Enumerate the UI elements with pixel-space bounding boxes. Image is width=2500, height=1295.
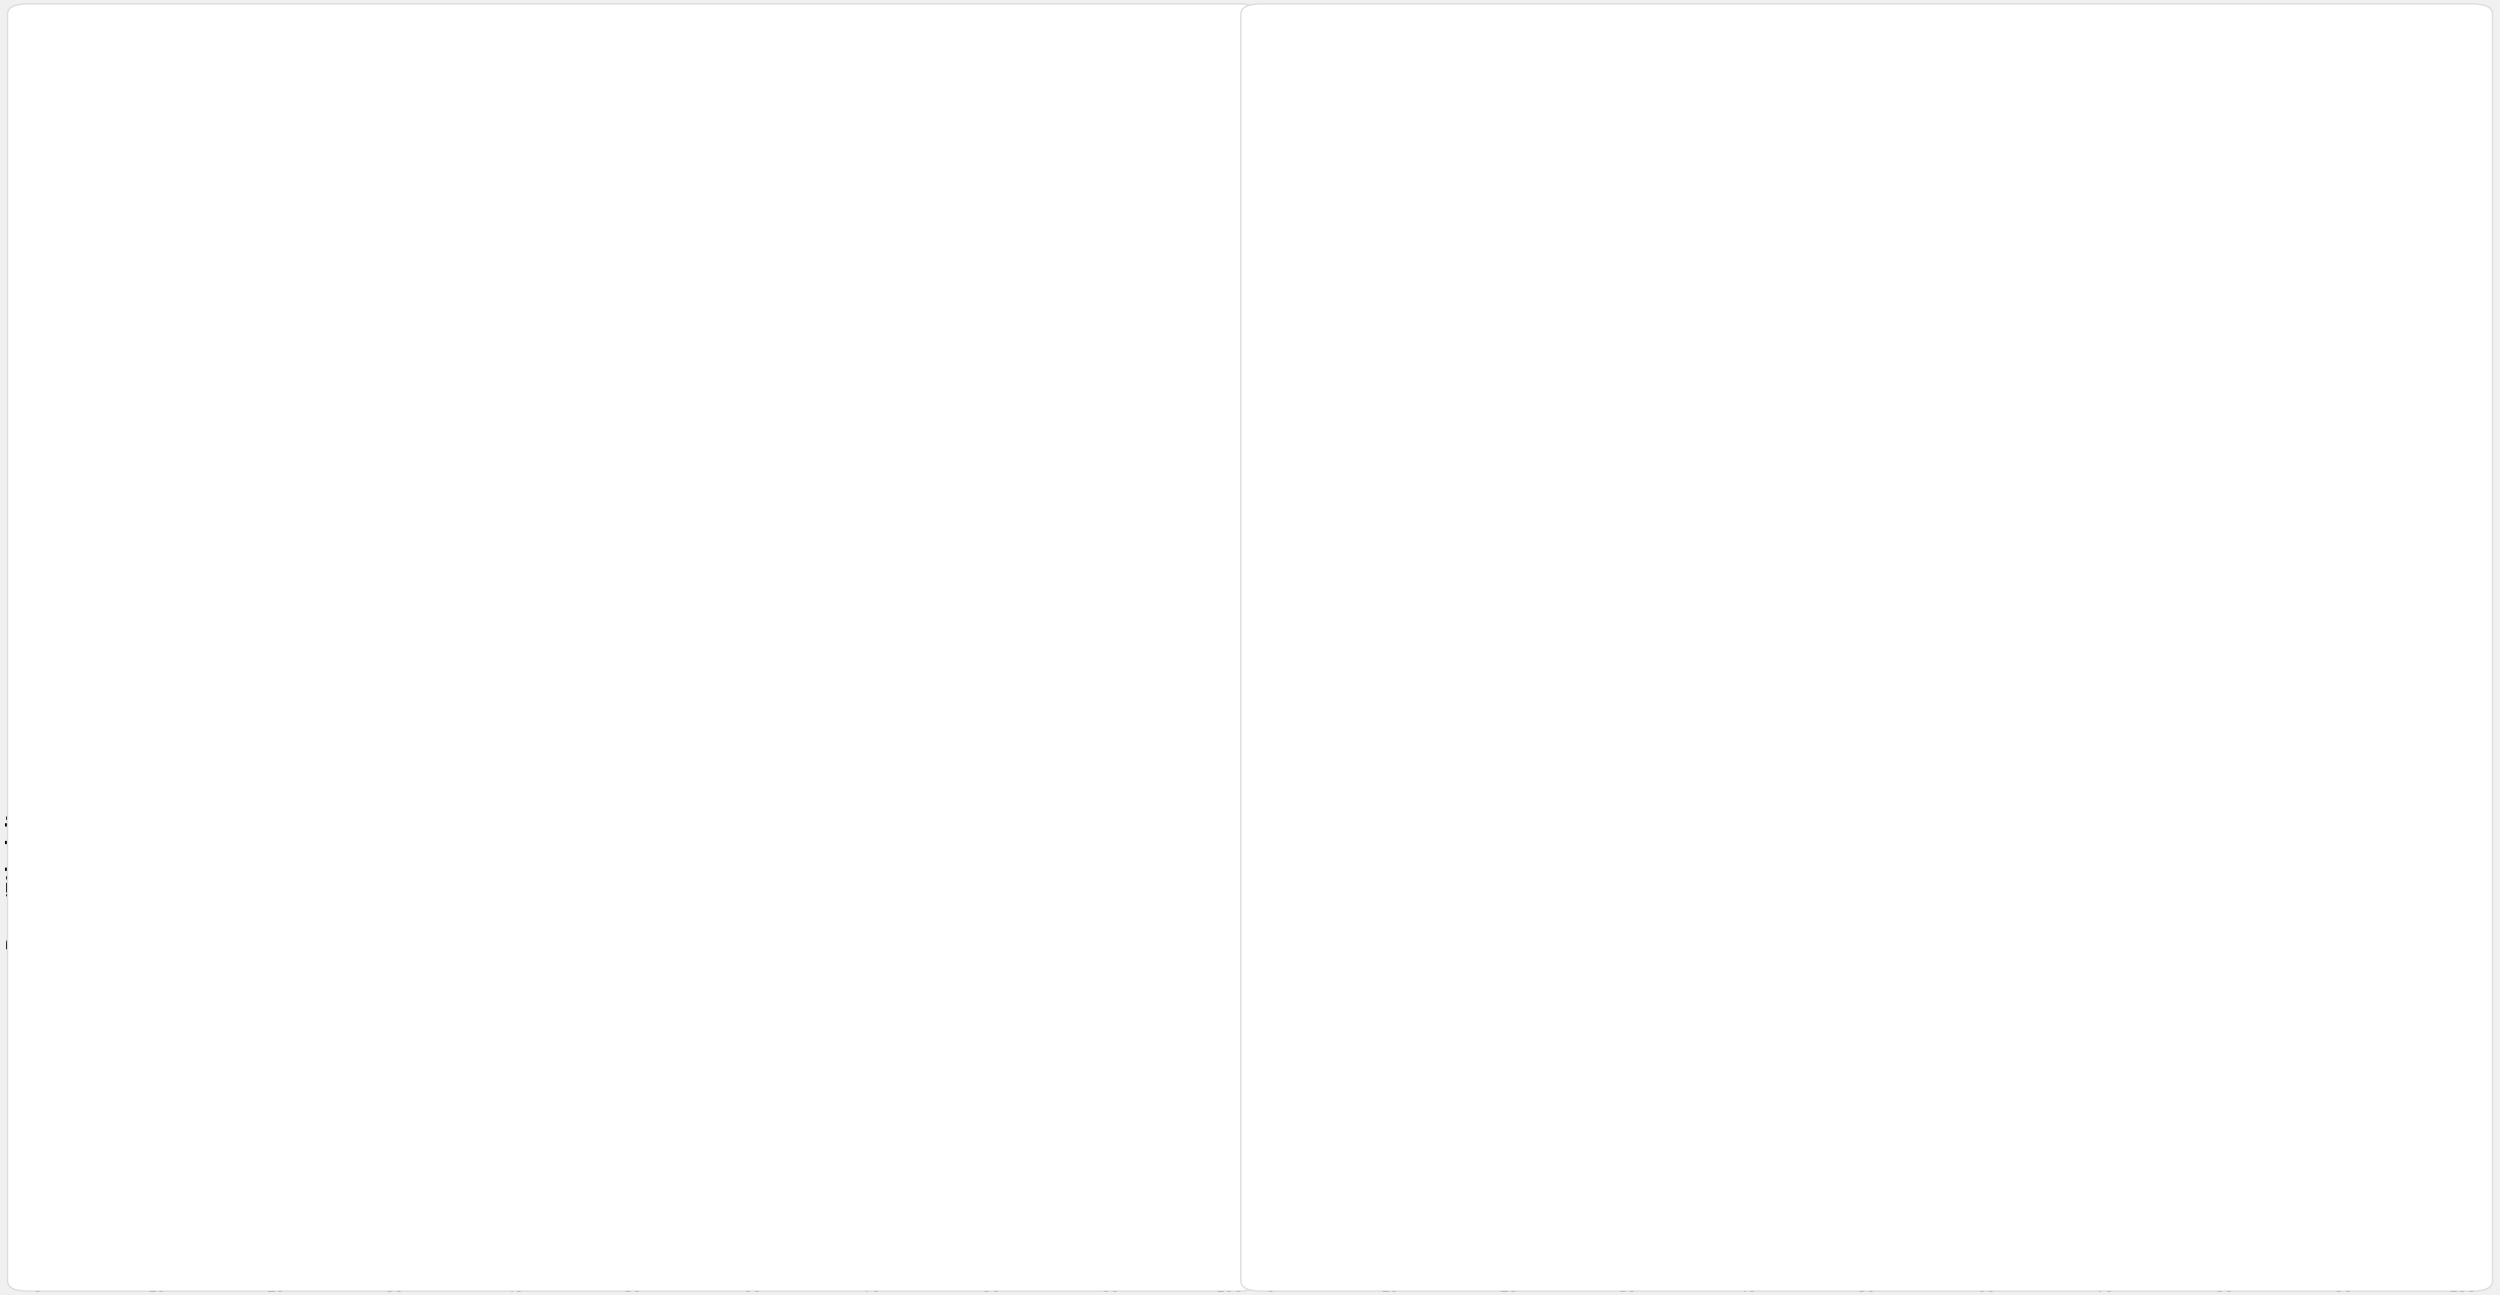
Text: Native Hawaiian / Other Pacific Islander, Non-Hispanic:: Native Hawaiian / Other Pacific Islander… (1282, 954, 1712, 967)
Text: American Indian / Alaska Native, Non-Hispanic:: American Indian / Alaska Native, Non-His… (1292, 632, 1662, 646)
Text: Black, Non-Hispanic:: Black, Non-Hispanic: (1455, 847, 1615, 861)
Text: ▾: ▾ (1748, 417, 1755, 435)
Text: Download ∨: Download ∨ (990, 106, 1082, 122)
Bar (1270, 840, 1445, 906)
Text: Asian, Non-Hispanic:: Asian, Non-Hispanic: (1332, 739, 1495, 754)
Text: 12% (35,732): 12% (35,732) (1422, 565, 1517, 579)
Text: 1.2% (139,776): 1.2% (139,776) (62, 672, 170, 686)
Text: 63.4% (187,778): 63.4% (187,778) (1588, 1098, 1710, 1114)
Text: ⊞: ⊞ (895, 106, 908, 122)
Text: Multiple/Other, Non-Hispanic:: Multiple/Other, Non-Hispanic: (118, 1168, 348, 1182)
Y-axis label: Race/Ethnicity: Race/Ethnicity (5, 798, 22, 949)
Text: Download ∨: Download ∨ (2225, 106, 2315, 122)
FancyBboxPatch shape (42, 395, 568, 465)
Bar (1270, 519, 1415, 585)
Text: Asian, Non-Hispanic:: Asian, Non-Hispanic: (90, 739, 252, 754)
Text: 1% (2,935): 1% (2,935) (1292, 672, 1370, 686)
Bar (1270, 1162, 1322, 1229)
Text: Native Hawaiian / Other Pacific Islander, Non-Hispanic:: Native Hawaiian / Other Pacific Islander… (50, 954, 480, 967)
Text: Data from 22,434,545 cases. Race/Ethnicity was available for
11,974,497 (53%) ca: Data from 22,434,545 cases. Race/Ethnici… (72, 240, 715, 287)
Text: All Age Groups: All Age Groups (1338, 417, 1485, 435)
Text: 5.9% (710,380): 5.9% (710,380) (118, 1208, 225, 1222)
Text: 0.2% (712): 0.2% (712) (1282, 993, 1360, 1008)
Bar (1270, 733, 1322, 799)
Bar (38, 733, 82, 799)
Bar (38, 840, 182, 906)
Text: 4.3% (12,876): 4.3% (12,876) (1332, 780, 1430, 794)
FancyBboxPatch shape (1278, 395, 1800, 465)
Text: Hispanic/Latino:: Hispanic/Latino: (295, 526, 423, 539)
Bar (1270, 625, 1282, 693)
Y-axis label: Race/Ethnicity: Race/Ethnicity (1238, 798, 1258, 949)
Text: 4.4% (12,979): 4.4% (12,979) (1332, 1208, 1432, 1222)
Text: White, Non-Hispanic:: White, Non-Hispanic: (282, 1070, 458, 1085)
Text: Cases by Race/Ethnicity:: Cases by Race/Ethnicity: (72, 100, 448, 128)
Text: All Age Groups: All Age Groups (102, 417, 252, 435)
Bar (38, 1162, 107, 1229)
Bar (38, 519, 285, 585)
Text: White, Non-Hispanic:: White, Non-Hispanic: (1560, 1070, 1735, 1085)
Text: ⊞: ⊞ (2130, 106, 2142, 122)
Text: 14.6% (43,423): 14.6% (43,423) (1455, 887, 1562, 900)
Text: Black, Non-Hispanic:: Black, Non-Hispanic: (192, 847, 352, 861)
Bar (38, 625, 53, 693)
Text: Data from 393,272 deaths. Race/Ethnicity was available for
296,435 (75%) deaths.: Data from 393,272 deaths. Race/Ethnicity… (1308, 240, 1928, 287)
Text: Multiple/Other, Non-Hispanic:: Multiple/Other, Non-Hispanic: (1332, 1168, 1562, 1182)
Bar (38, 948, 40, 1014)
Bar (38, 1054, 702, 1121)
Bar (1270, 1054, 2028, 1121)
Text: 3.7% (437,883): 3.7% (437,883) (90, 780, 198, 794)
Text: American Indian / Alaska Native, Non-Hispanic:: American Indian / Alaska Native, Non-His… (62, 632, 430, 646)
Text: Hispanic/Latino:: Hispanic/Latino: (1422, 526, 1550, 539)
Text: 0.3% (40,850): 0.3% (40,850) (50, 993, 150, 1008)
Text: ▾: ▾ (515, 417, 522, 435)
Text: Deaths by Race/Ethnicity:: Deaths by Race/Ethnicity: (1308, 100, 1698, 128)
Text: 20.8% (2,492,332): 20.8% (2,492,332) (295, 565, 425, 579)
Text: 12.2% (1,462,899): 12.2% (1,462,899) (192, 887, 322, 900)
Text: 55.9% (6,690,377): 55.9% (6,690,377) (302, 1098, 440, 1114)
